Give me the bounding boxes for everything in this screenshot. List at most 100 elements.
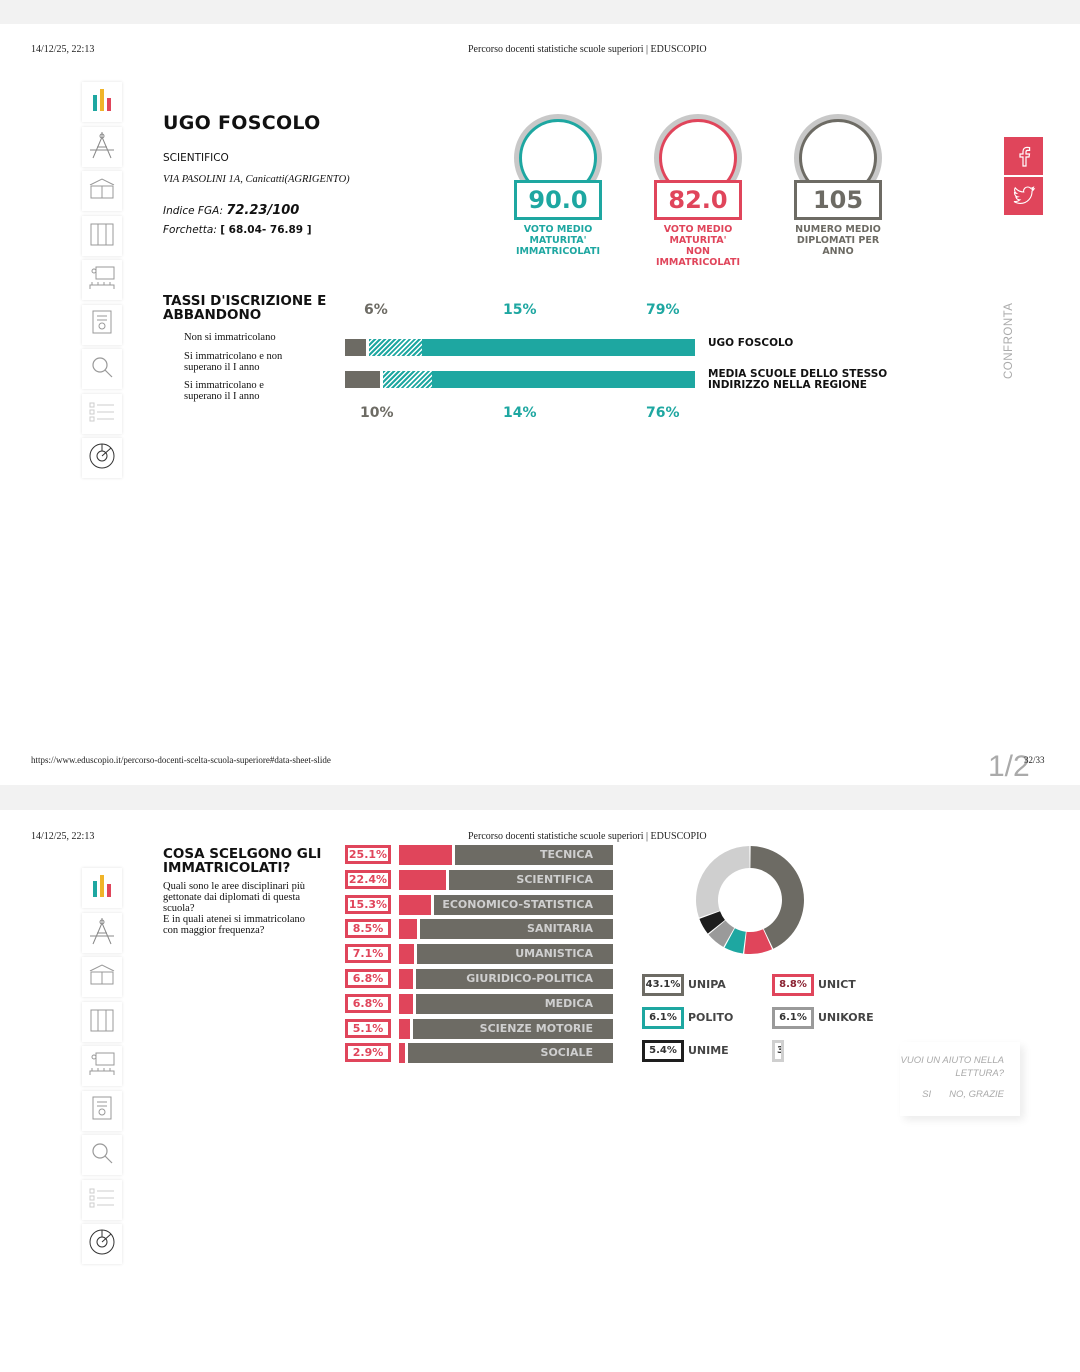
area-percent: 15.3%: [345, 894, 391, 914]
university-percent: 5.4%: [642, 1040, 684, 1062]
area-percent: 25.1%: [345, 845, 391, 864]
compass-icon: [88, 130, 116, 164]
school-type: SCIENTIFICO: [163, 152, 229, 164]
legend-enrolled-pass: Si immatricolano e superano il I anno: [184, 380, 264, 402]
university-name: UNIKORE: [818, 1011, 874, 1024]
school-pct-not-enrolled: 6%: [364, 302, 388, 318]
area-bar: [399, 944, 414, 965]
chart-bars-icon: [91, 873, 113, 903]
compare-button[interactable]: CONFRONTA: [1003, 302, 1015, 379]
university-name: POLITO: [688, 1011, 734, 1024]
school-address: VIA PASOLINI 1A, Canicatti(AGRIGENTO): [163, 174, 350, 185]
area-row: 6.8% MEDICA: [345, 993, 613, 1014]
sidebar-button-3[interactable]: [82, 171, 122, 211]
help-yes-button[interactable]: SI: [922, 1089, 932, 1100]
sidebar-button-1[interactable]: [82, 82, 122, 122]
doc-title: Percorso docenti statistiche scuole supe…: [468, 44, 707, 55]
open-book-icon: [88, 963, 116, 991]
legend-enrolled-fail: Si immatricolano e non superano il I anno: [184, 351, 283, 373]
choices-description: Quali sono le aree disciplinari più getto…: [163, 881, 306, 936]
sidebar: [82, 82, 122, 483]
area-bar: [399, 919, 417, 940]
area-percent: 8.5%: [345, 919, 391, 939]
gauge: 105 NUMERO MEDIO DIPLOMATI PER ANNO: [783, 114, 893, 257]
region-pct-not-enrolled: 10%: [360, 405, 394, 421]
sidebar-button-3[interactable]: [82, 957, 122, 997]
fork-value: [ 68.04- 76.89 ]: [220, 224, 312, 236]
area-percent: 2.9%: [345, 1043, 391, 1063]
area-name: MEDICA: [416, 993, 613, 1014]
sidebar-button-8[interactable]: [82, 393, 122, 434]
segment-enrolled-pass: [421, 339, 695, 356]
sidebar-button-8[interactable]: [82, 1179, 122, 1220]
sidebar-button-9[interactable]: [82, 438, 122, 478]
social-share: [1004, 137, 1043, 215]
donut-slice-unict: [744, 929, 773, 954]
area-bar: [399, 894, 432, 915]
area-name: TECNICA: [454, 845, 613, 865]
donut-slice-unipa: [750, 846, 804, 949]
area-row: 6.8% GIURIDICO-POLITICA: [345, 969, 613, 989]
university-percent: 3: [772, 1040, 784, 1062]
segment-enrolled-fail: [383, 371, 432, 388]
area-bar: [399, 993, 414, 1014]
area-name: SOCIALE: [408, 1043, 613, 1064]
segment-not-enrolled: [345, 371, 380, 388]
universities-donut: [696, 846, 804, 954]
area-name: SANITARIA: [419, 919, 613, 940]
sidebar-button-4[interactable]: [82, 215, 122, 256]
donut-slice-other: [696, 846, 750, 918]
area-percent: 5.1%: [345, 1018, 391, 1038]
school-rate-bar: [345, 339, 695, 356]
donut-slice-unime: [699, 911, 725, 934]
sidebar-button-6[interactable]: [82, 304, 122, 345]
help-popup: VUOI UN AIUTO NELLA LETTURA? SI NO, GRAZIE: [900, 1042, 1020, 1116]
area-name: SCIENTIFICA: [449, 869, 613, 890]
sidebar-button-4[interactable]: [82, 1001, 122, 1042]
sidebar-button-5[interactable]: [82, 260, 122, 300]
sidebar-button-6[interactable]: [82, 1090, 122, 1131]
sidebar-button-9[interactable]: [82, 1224, 122, 1264]
help-no-button[interactable]: NO, GRAZIE: [949, 1089, 1004, 1100]
area-bar: [399, 969, 414, 989]
fga-value: 72.23/100: [226, 203, 300, 218]
diploma-icon: [91, 309, 113, 341]
gauge-label: VOTO MEDIO MATURITA' IMMATRICOLATI: [515, 224, 601, 257]
university-name: UNIME: [688, 1044, 729, 1057]
region-rate-bar: [345, 371, 695, 388]
pie-chart-icon: [88, 1228, 116, 1260]
sidebar: [82, 868, 122, 1269]
school-pct-fail: 15%: [503, 302, 537, 318]
segment-not-enrolled: [345, 339, 366, 356]
region-pct-fail: 14%: [503, 405, 537, 421]
area-bar: [399, 845, 452, 865]
sidebar-button-1[interactable]: [82, 868, 122, 908]
sidebar-button-2[interactable]: [82, 126, 122, 167]
segment-enrolled-fail: [369, 339, 422, 356]
school-bar-label: UGO FOSCOLO: [708, 337, 794, 349]
area-name: GIURIDICO-POLITICA: [416, 969, 613, 989]
binders-icon: [89, 1007, 115, 1037]
area-name: UMANISTICA: [416, 944, 613, 965]
compass-icon: [88, 916, 116, 950]
classroom-icon: [88, 265, 116, 295]
region-bar-label: MEDIA SCUOLE DELLO STESSO INDIRIZZO NELLA…: [708, 368, 888, 391]
pie-chart-icon: [88, 442, 116, 474]
school-name: UGO FOSCOLO: [163, 112, 321, 134]
slide-indicator[interactable]: 1/2: [988, 750, 1030, 783]
sidebar-button-5[interactable]: [82, 1046, 122, 1086]
sidebar-button-7[interactable]: [82, 349, 122, 389]
sidebar-button-2[interactable]: [82, 912, 122, 953]
area-name: SCIENZE MOTORIE: [412, 1018, 613, 1039]
page-url: https://www.eduscopio.it/percorso-docent…: [31, 755, 331, 765]
page-count: 32/33: [1024, 755, 1045, 765]
timestamp: 14/12/25, 22:13: [31, 831, 95, 842]
twitter-icon[interactable]: [1004, 177, 1043, 215]
facebook-icon[interactable]: [1004, 137, 1043, 175]
fga-label: Indice FGA:: [163, 205, 223, 217]
region-pct-pass: 76%: [646, 405, 680, 421]
area-percent: 6.8%: [345, 993, 391, 1013]
area-bar: [399, 1043, 406, 1064]
area-percent: 7.1%: [345, 944, 391, 964]
sidebar-button-7[interactable]: [82, 1135, 122, 1175]
